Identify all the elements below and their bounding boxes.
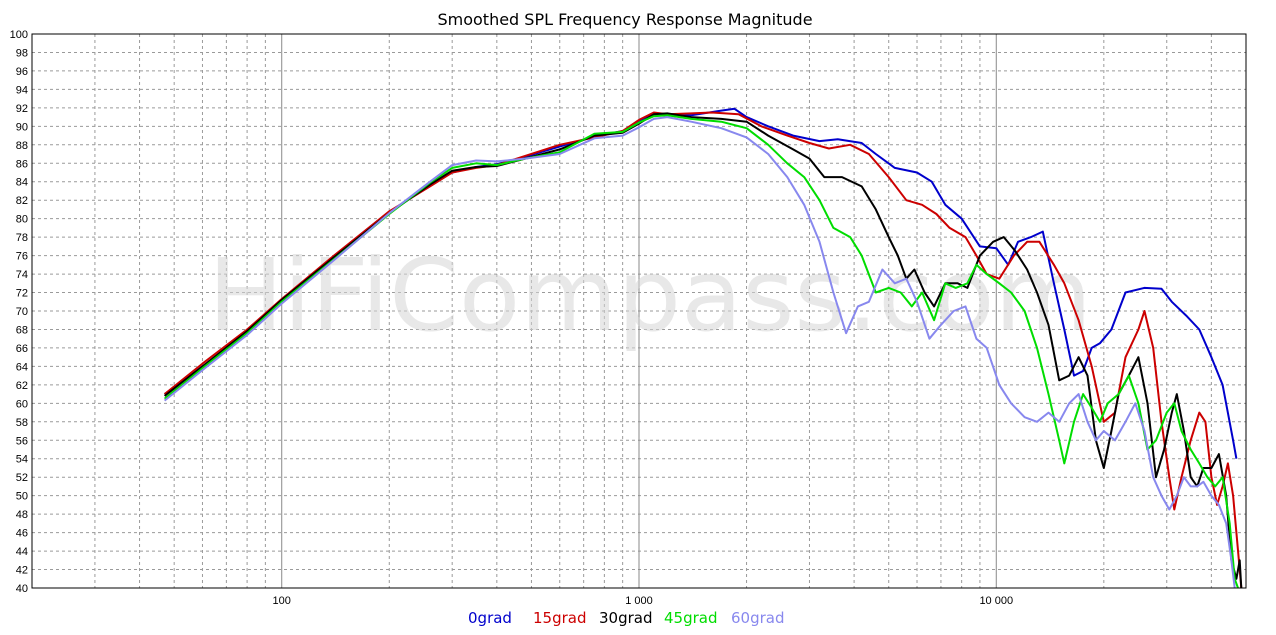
- series-line-30grad: [163, 112, 1243, 589]
- y-tick-label: 86: [16, 158, 28, 170]
- y-tick-label: 64: [16, 361, 28, 373]
- legend: 0grad 15grad 30grad 45grad 60grad: [468, 609, 785, 627]
- y-tick-label: 60: [16, 398, 28, 410]
- y-tick-label: 74: [16, 269, 28, 281]
- y-tick-label: 54: [16, 454, 28, 466]
- y-tick-label: 48: [16, 509, 28, 521]
- y-tick-label: 68: [16, 324, 28, 336]
- y-tick-label: 46: [16, 528, 28, 540]
- y-tick-label: 76: [16, 251, 28, 263]
- y-tick-label: 84: [16, 177, 28, 189]
- legend-entry-0grad: 0grad: [468, 609, 512, 627]
- y-tick-label: 56: [16, 435, 28, 447]
- y-tick-label: 98: [16, 47, 28, 59]
- legend-entry-15grad: 15grad: [533, 609, 587, 627]
- y-tick-label: 100: [10, 29, 28, 41]
- series-line-45grad: [163, 114, 1239, 589]
- y-tick-label: 40: [16, 583, 28, 595]
- y-tick-label: 80: [16, 214, 28, 226]
- y-tick-label: 96: [16, 66, 28, 78]
- y-tick-label: 52: [16, 472, 28, 484]
- y-tick-label: 58: [16, 417, 28, 429]
- y-tick-label: 94: [16, 84, 28, 96]
- x-tick-label: 10 000: [979, 595, 1013, 607]
- y-tick-label: 50: [16, 491, 28, 503]
- y-tick-label: 70: [16, 306, 28, 318]
- y-tick-label: 42: [16, 565, 28, 577]
- series-line-60grad: [163, 116, 1236, 589]
- y-tick-label: 78: [16, 232, 28, 244]
- y-tick-label: 88: [16, 140, 28, 152]
- y-tick-label: 90: [16, 121, 28, 133]
- y-tick-label: 72: [16, 288, 28, 300]
- legend-entry-45grad: 45grad: [664, 609, 718, 627]
- y-tick-label: 92: [16, 103, 28, 115]
- y-tick-label: 62: [16, 380, 28, 392]
- x-tick-label: 1 000: [625, 595, 653, 607]
- y-tick-label: 66: [16, 343, 28, 355]
- chart-title: Smoothed SPL Frequency Response Magnitud…: [437, 10, 812, 29]
- watermark-text: HiFiCompass.com: [208, 237, 1092, 354]
- legend-entry-30grad: 30grad: [599, 609, 653, 627]
- series-lines: [163, 107, 1243, 589]
- plot-frame: [31, 33, 1247, 589]
- y-axis-ticks: 40 42 44 46 48 50 52 54 56 58 60 62 64 66 68 70 72 74 76 78…: [10, 29, 28, 595]
- legend-entry-60grad: 60grad: [731, 609, 785, 627]
- y-tick-label: 82: [16, 195, 28, 207]
- y-tick-label: 44: [16, 546, 28, 558]
- x-axis-ticks: 100 1 000 10 000: [273, 595, 1014, 607]
- x-tick-label: 100: [273, 595, 291, 607]
